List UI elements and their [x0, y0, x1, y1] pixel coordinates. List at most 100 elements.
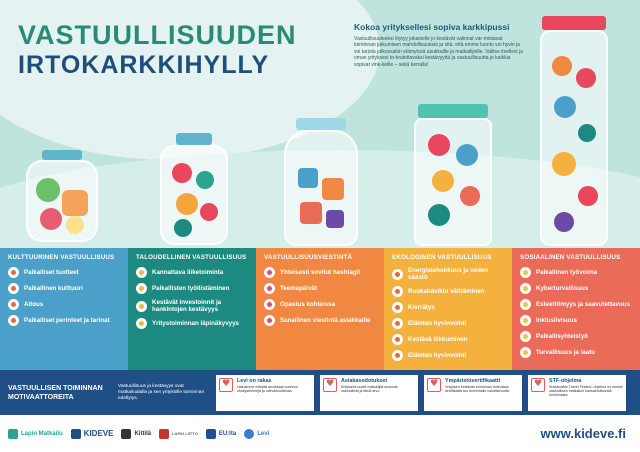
candy-icon: [392, 318, 403, 329]
motivator-text: Erityisesti uudet matkailijat suosivat v…: [341, 384, 398, 393]
logo-kideve: KIDEVE: [70, 428, 113, 439]
candy-icon: [520, 347, 531, 358]
candy-icon: [8, 267, 19, 278]
jar-social-illustration: [538, 16, 610, 246]
candy-icon: [264, 315, 275, 326]
motivators-description: Vastuullisuus ja kestävyys ovat matkailu…: [118, 383, 205, 401]
motivators-title: VASTUULLISEN TOIMINNAN MOTIVAATTOREITA: [8, 384, 103, 401]
logo-mark-icon: [121, 428, 132, 439]
website-link[interactable]: www.kideve.fi: [540, 426, 627, 441]
list-item: Kyberturvallisuus: [520, 283, 634, 294]
jar-ecological-illustration: [412, 104, 494, 246]
logo-lapin-matkailu: Lapin Matkailu: [8, 428, 63, 439]
intro-box: Kokoa yrityksellesi sopiva karkkipussi V…: [354, 22, 524, 68]
list-item: Yhteisesti sovitut hashtagit: [264, 267, 378, 278]
candy-icon: [136, 300, 147, 312]
candy-icon: [264, 267, 275, 278]
candy-icon: [392, 286, 403, 297]
heart-bag-icon: [323, 377, 337, 392]
list-item: Kestävät investoinnit ja hankintojen kes…: [136, 299, 250, 313]
heart-bag-icon: [531, 377, 545, 392]
candy-icon: [520, 267, 531, 278]
candy-icon: [392, 334, 403, 345]
candy-icon: [520, 299, 531, 310]
list-item: Kierrätys: [392, 302, 506, 313]
intro-body: Vastuullisuuteeksi löytyy jokaiselle jo …: [354, 36, 523, 68]
candy-icon: [520, 283, 531, 294]
list-item: Sanallinen viestintä asiakkaille: [264, 315, 378, 326]
motivator-text: Sustainable Travel Finland -ohjelma on m…: [549, 384, 623, 398]
list-item: Paikallisyhteistyö: [520, 331, 634, 342]
levi-logo-icon: [244, 428, 255, 439]
jar-cultural-illustration: [22, 150, 102, 242]
candy-icon: [136, 318, 147, 329]
list-item: Kestävä liikkuminen: [392, 334, 506, 345]
list-item: Paikalliset perinteet ja tarinat: [8, 315, 122, 326]
column-heading: VASTUULLISUUSVIESTINTÄ: [264, 254, 353, 261]
list-item: Paikalliset tuotteet: [8, 267, 122, 278]
motivator-text: Yrityksen kestävän toiminnan todentava s…: [445, 384, 510, 393]
candy-icon: [8, 315, 19, 326]
title-line-1: VASTUULLISUUDEN: [18, 20, 297, 50]
crest-icon: [159, 428, 170, 439]
heart-bag-icon: [427, 377, 441, 392]
motivator-text: Haluamme edistää arvokkaan luonnon ekosy…: [237, 384, 299, 393]
column-social: SOSIAALINEN VASTUULLISUUS Paikallinen ty…: [512, 248, 640, 370]
column-cultural: KULTTUURINEN VASTUULLISUUS Paikalliset t…: [0, 248, 128, 370]
list-item: Esteettömyys ja saavutettavuus: [520, 299, 634, 310]
logo-kittila: Kittilä: [121, 428, 151, 439]
logo-mark-icon: [8, 428, 18, 439]
candy-icon: [264, 283, 275, 294]
candy-icon: [136, 283, 147, 294]
list-item: Paikallinen työvoima: [520, 267, 634, 278]
column-heading: SOSIAALINEN VASTUULLISUUS: [520, 254, 621, 261]
list-item: Eläinten hyvinvointi: [392, 350, 506, 361]
motivator-title: STF-ohjelma: [549, 377, 582, 384]
list-item: Inklusiivisuus: [520, 315, 634, 326]
column-heading: KULTTUURINEN VASTUULLISUUS: [8, 254, 115, 261]
column-heading: EKOLOGINEN VASTUULLISUUS: [392, 254, 492, 261]
motivators-band: VASTUULLISEN TOIMINNAN MOTIVAATTOREITA V…: [0, 370, 640, 415]
logo-lapin-liitto: LAPIN LIITTO: [159, 428, 198, 439]
category-columns: KULTTUURINEN VASTUULLISUUS Paikalliset t…: [0, 248, 640, 370]
candy-icon: [8, 283, 19, 294]
page-title: VASTUULLISUUDEN IRTOKARKKIHYLLY: [18, 20, 297, 80]
candy-icon: [520, 331, 531, 342]
list-item: Eläinten hyvinvointi: [392, 318, 506, 329]
candy-icon: [392, 302, 403, 313]
column-communication: VASTUULLISUUSVIESTINTÄ Yhteisesti sovitu…: [256, 248, 384, 370]
list-item: Opastus kohteissa: [264, 299, 378, 310]
list-item: Paikallinen kulttuuri: [8, 283, 122, 294]
title-line-2: IRTOKARKKIHYLLY: [18, 51, 270, 79]
candy-icon: [8, 299, 19, 310]
eu-flag-icon: [205, 428, 216, 439]
motivator-title: Asiakasodotukset: [341, 377, 388, 384]
motivator-title: Ympäristösertifikaatti: [445, 377, 501, 384]
list-item: Kannattava liiketoiminta: [136, 267, 250, 278]
jar-economic-illustration: [158, 133, 230, 245]
list-item: Yritystoiminnan läpinäkyvyys: [136, 318, 250, 329]
jar-communication-illustration: [282, 118, 360, 246]
candy-icon: [136, 267, 147, 278]
header-illustration: [0, 0, 640, 248]
intro-heading: Kokoa yrityksellesi sopiva karkkipussi: [354, 22, 510, 32]
list-item: Ruokahävikin välttäminen: [392, 286, 506, 297]
column-heading: TALOUDELLINEN VASTUULLISUUS: [136, 254, 247, 261]
heart-bag-icon: [219, 377, 233, 392]
candy-icon: [520, 315, 531, 326]
logo-eu: EU:lta: [205, 428, 236, 439]
candy-icon: [392, 268, 403, 280]
list-item: Aitous: [8, 299, 122, 310]
list-item: Turvallisuus ja laatu: [520, 347, 634, 358]
footer: Lapin Matkailu KIDEVE Kittilä LAPIN LIIT…: [0, 415, 640, 452]
list-item: Teemapäivät: [264, 283, 378, 294]
list-item: Energiatehokkuus ja veden säästö: [392, 267, 506, 281]
logo-levi: Levi: [244, 428, 269, 439]
column-economic: TALOUDELLINEN VASTUULLISUUS Kannattava l…: [128, 248, 256, 370]
column-ecological: EKOLOGINEN VASTUULLISUUS Energiatehokkuu…: [384, 248, 512, 370]
list-item: Paikallisten työllistäminen: [136, 283, 250, 294]
